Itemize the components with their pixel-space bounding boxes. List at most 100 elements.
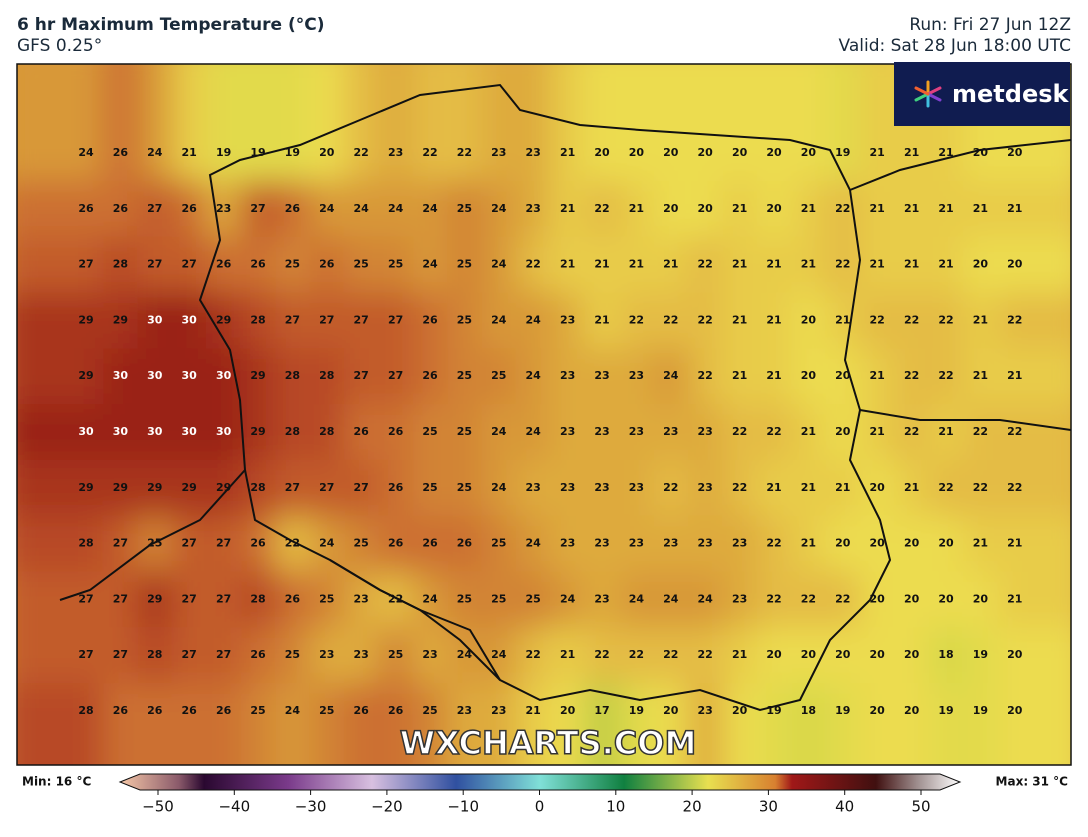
- temp-label: 20: [870, 592, 886, 605]
- temp-label: 22: [663, 481, 678, 494]
- temp-label: 29: [250, 425, 265, 438]
- temp-label: 23: [560, 369, 575, 382]
- temp-cell: [825, 236, 861, 293]
- temp-label: 21: [732, 258, 747, 271]
- temp-label: 18: [938, 648, 953, 661]
- temp-cell: [309, 64, 345, 182]
- temp-cell: [584, 180, 620, 238]
- temp-label: 25: [457, 258, 472, 271]
- temp-cell: [860, 683, 895, 765]
- watermark: WXCHARTS.COM: [400, 724, 697, 762]
- temp-label: 21: [973, 313, 988, 326]
- temp-cell: [756, 571, 792, 628]
- temp-label: 20: [904, 537, 920, 550]
- temp-label: 20: [801, 369, 817, 382]
- temp-label: 23: [526, 146, 541, 159]
- temp-label: 24: [319, 537, 335, 550]
- temp-cell: [928, 627, 964, 684]
- temp-label: 25: [526, 592, 541, 605]
- temp-cell: [137, 459, 173, 517]
- temp-cell: [894, 348, 930, 405]
- temp-label: 21: [938, 425, 953, 438]
- temp-cell: [825, 64, 861, 182]
- temp-cell: [722, 292, 758, 349]
- temp-label: 21: [973, 202, 988, 215]
- temp-label: 26: [388, 537, 404, 550]
- temp-cell: [378, 459, 414, 517]
- temp-cell: [997, 180, 1071, 238]
- temp-label: 27: [285, 313, 300, 326]
- temp-cell: [825, 571, 861, 628]
- temp-cell: [928, 180, 964, 238]
- temp-cell: [963, 627, 999, 684]
- temp-cell: [584, 627, 620, 684]
- temp-cell: [481, 571, 517, 628]
- temp-cell: [928, 571, 964, 628]
- temp-label: 24: [354, 202, 370, 215]
- logo-icon: [914, 80, 942, 108]
- temp-cell: [619, 348, 655, 405]
- temp-label: 24: [422, 258, 438, 271]
- run: Run: Fri 27 Jun 12Z: [909, 15, 1071, 35]
- temp-label: 28: [319, 425, 334, 438]
- temp-cell: [309, 236, 345, 293]
- temp-label: 28: [319, 369, 334, 382]
- temp-cell: [516, 180, 551, 238]
- temp-label: 22: [698, 648, 713, 661]
- temp-label: 22: [629, 313, 644, 326]
- temp-label: 24: [526, 313, 542, 326]
- temp-cell: [378, 180, 414, 238]
- temp-cell: [550, 515, 586, 572]
- temp-label: 23: [594, 369, 609, 382]
- temp-label: 30: [182, 313, 198, 326]
- temp-cell: [309, 180, 345, 238]
- temp-label: 21: [766, 258, 781, 271]
- temp-cell: [928, 683, 964, 765]
- temp-label: 21: [1007, 537, 1022, 550]
- temp-cell: [103, 571, 139, 628]
- temp-cell: [550, 236, 586, 293]
- temp-label: 25: [457, 592, 472, 605]
- temp-label: 20: [870, 648, 886, 661]
- temp-label: 23: [698, 481, 713, 494]
- temp-cell: [412, 404, 448, 461]
- temp-label: 20: [594, 146, 610, 159]
- temp-cell: [653, 627, 689, 684]
- valid: Valid: Sat 28 Jun 18:00 UTC: [839, 36, 1071, 56]
- temp-cell: [172, 683, 207, 765]
- temp-label: 27: [354, 313, 369, 326]
- temp-label: 21: [938, 258, 953, 271]
- temp-label: 25: [491, 592, 506, 605]
- temp-label: 21: [560, 648, 575, 661]
- temp-label: 27: [78, 648, 93, 661]
- temp-label: 30: [216, 369, 232, 382]
- temp-cell: [240, 683, 276, 765]
- temp-label: 20: [835, 425, 851, 438]
- temp-label: 22: [938, 481, 953, 494]
- colorbar: [118, 773, 962, 791]
- temp-cell: [791, 292, 827, 349]
- temp-cell: [791, 571, 827, 628]
- temp-label: 27: [113, 592, 128, 605]
- temp-cell: [963, 571, 999, 628]
- temp-cell: [481, 683, 517, 765]
- temp-label: 21: [801, 425, 816, 438]
- temp-cell: [206, 64, 242, 182]
- temp-label: 24: [147, 146, 163, 159]
- temp-cell: [17, 348, 104, 405]
- temp-label: 23: [319, 648, 334, 661]
- temp-label: 22: [422, 146, 437, 159]
- temp-cell: [412, 236, 448, 293]
- temp-cell: [653, 459, 689, 517]
- temp-label: 20: [698, 146, 714, 159]
- temp-label: 21: [870, 146, 885, 159]
- temp-label: 21: [870, 369, 885, 382]
- temp-cell: [447, 459, 483, 517]
- temp-cell: [516, 292, 551, 349]
- temp-cell: [619, 180, 655, 238]
- temp-label: 23: [629, 481, 644, 494]
- temp-cell: [928, 348, 964, 405]
- temp-label: 23: [560, 481, 575, 494]
- temp-label: 29: [250, 369, 265, 382]
- temp-cell: [997, 571, 1071, 628]
